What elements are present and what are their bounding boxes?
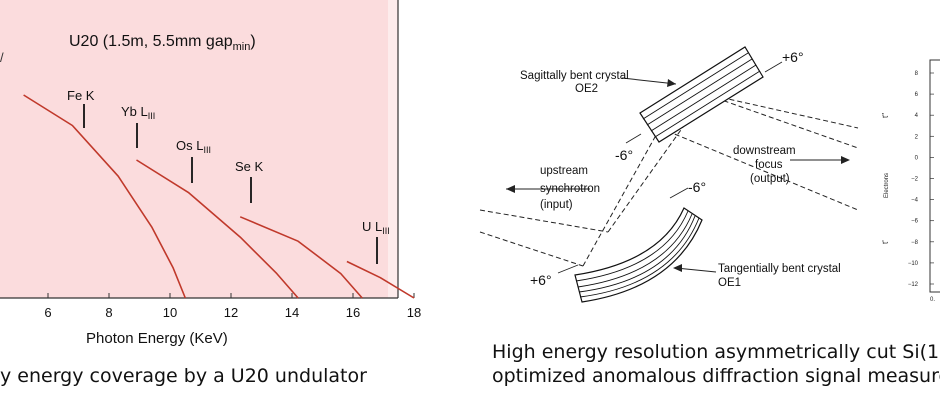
- marker-fe-k-label: Fe K: [67, 88, 95, 103]
- right-y-tick-label: 2: [915, 134, 919, 140]
- beam-input-lower: [479, 231, 584, 267]
- chart-left-fragment: /: [0, 50, 4, 65]
- right-y-label-top: t": [881, 113, 890, 118]
- chart-title: U20 (1.5m, 5.5mm gapmin): [69, 33, 256, 53]
- right-y-tick-label: 4: [915, 113, 919, 119]
- angle-oe1-plus: +6°: [530, 272, 552, 288]
- angle-oe1-minus: -6°: [688, 179, 706, 195]
- crystal-diagram: Sagittally bent crystal OE2 upstream syn…: [479, 46, 859, 303]
- marker-os-liii-label: Os LIII: [176, 138, 211, 155]
- chart-plot-area: [0, 0, 388, 298]
- right-y-tick-label: −12: [908, 282, 919, 288]
- oe1-label-line1: Tangentially bent crystal: [718, 263, 841, 275]
- crystal-oe2-body: [639, 46, 764, 143]
- marker-fe-k: Fe K: [67, 88, 95, 128]
- marker-yb-liii-label: Yb LIII: [121, 104, 155, 121]
- coverage-curve-4: [346, 260, 415, 299]
- x-tick-label-14: 14: [285, 305, 299, 320]
- marker-os-liii: Os LIII: [176, 138, 211, 183]
- coverage-curves: [23, 94, 415, 299]
- downstream-label-line3: (output): [750, 173, 790, 185]
- undulator-chart: / U20 (1.5m, 5.5mm gapmin) 6 8 10 12 14 16 18 …: [0, 0, 421, 347]
- x-tick-label-10: 10: [163, 305, 177, 320]
- angle-oe2-minus: -6°: [615, 147, 633, 163]
- beam-output-lower: [715, 97, 859, 149]
- upstream-label-line1: upstream: [540, 165, 588, 177]
- right-y-tick-label: −2: [911, 177, 919, 183]
- right-y-tick-label: 8: [915, 71, 919, 77]
- right-x-tick-first: 0.: [930, 297, 935, 303]
- x-tick-label-16: 16: [346, 305, 360, 320]
- right-y-tick-label: −6: [911, 219, 919, 225]
- downstream-label-line2: focus: [755, 159, 783, 171]
- x-tick-label-8: 8: [105, 305, 112, 320]
- marker-se-k: Se K: [235, 159, 264, 203]
- marker-u-liii-label: U LIII: [362, 219, 390, 236]
- right-y-tick-label: −8: [911, 240, 919, 246]
- marker-yb-liii: Yb LIII: [121, 104, 155, 148]
- coverage-curve-3: [239, 216, 363, 299]
- x-axis-label: Photon Energy (KeV): [86, 330, 228, 347]
- crystal-oe1: [574, 207, 703, 303]
- oe1-label-line2: OE1: [718, 277, 741, 289]
- crystal-oe1-body: [574, 207, 703, 303]
- beam-up-right: [607, 91, 709, 233]
- beam-input-upper: [479, 209, 609, 233]
- beam-up-left: [582, 127, 661, 267]
- arrow-downstream: [790, 156, 850, 164]
- x-tick-label-12: 12: [224, 305, 238, 320]
- downstream-label-line1: downstream: [733, 145, 796, 157]
- right-plot: 8 6 4 2 0 −2 −4 −6 −8 −10 −12 t" Electrons t' 0.: [881, 59, 940, 303]
- right-y-tick-label: −10: [908, 261, 919, 267]
- right-y-tick-label: 6: [915, 92, 919, 98]
- oe2-label-line1: Sagittally bent crystal: [520, 70, 629, 82]
- marker-u-liii: U LIII: [362, 219, 390, 264]
- coverage-curve-2: [136, 159, 299, 299]
- upstream-label-line2: synchrotron: [540, 183, 600, 195]
- arrow-oe1-pointer: [673, 264, 717, 273]
- x-tick-label-6: 6: [44, 305, 51, 320]
- x-tick-label-18: 18: [407, 305, 421, 320]
- right-y-label-bot: t': [881, 240, 890, 244]
- x-ticks: 6 8 10 12 14 16 18: [44, 293, 421, 320]
- coverage-curve-1: [23, 94, 187, 299]
- left-caption: y energy coverage by a U20 undulator: [0, 365, 367, 387]
- oe2-label-line2: OE2: [575, 83, 598, 95]
- angle-oe2-plus: +6°: [782, 49, 804, 65]
- crystal-oe2: [639, 46, 764, 143]
- upstream-label-line3: (input): [540, 199, 573, 211]
- chart-plot-strip: [388, 0, 398, 298]
- right-y-ticks: 8 6 4 2 0 −2 −4 −6 −8 −10 −12: [908, 71, 934, 288]
- right-plot-frame: [929, 59, 940, 293]
- beam-paths: [479, 91, 859, 267]
- right-y-label-mid: Electrons: [884, 173, 890, 198]
- right-y-tick-label: 0: [915, 155, 919, 161]
- beam-output-upper: [705, 93, 859, 129]
- right-caption-line2: optimized anomalous diffraction signal m…: [492, 365, 940, 387]
- right-y-tick-label: −4: [911, 198, 919, 204]
- arrow-oe2-pointer: [621, 77, 677, 87]
- beam-output-low2: [659, 127, 859, 211]
- marker-se-k-label: Se K: [235, 159, 264, 174]
- right-caption-line1: High energy resolution asymmetrically cu…: [492, 341, 940, 363]
- arrow-upstream: [506, 185, 590, 193]
